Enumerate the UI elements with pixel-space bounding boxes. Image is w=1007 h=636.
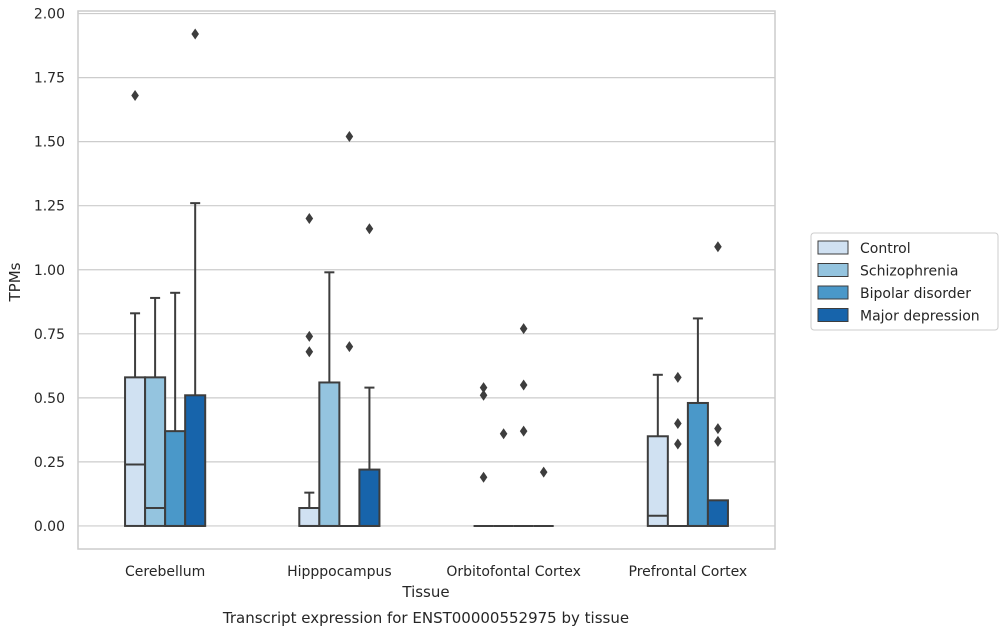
legend-label: Major depression xyxy=(860,309,980,325)
box-bipolar-disorder xyxy=(164,291,187,527)
box-schizophrenia xyxy=(144,296,167,527)
legend-swatch xyxy=(817,285,849,300)
outlier-point xyxy=(674,371,682,383)
box-bipolar-disorder xyxy=(513,323,534,527)
chart-caption: Transcript expression for ENST0000055297… xyxy=(222,609,629,627)
box-bipolar-disorder xyxy=(339,131,360,527)
box-schizophrenia xyxy=(493,428,514,527)
y-tick-label: 1.50 xyxy=(34,135,65,151)
outlier-point xyxy=(479,382,488,394)
box-body xyxy=(646,435,669,527)
outlier-point xyxy=(519,323,528,335)
plot-border xyxy=(77,10,776,550)
x-tick-label: Prefrontal Cortex xyxy=(629,564,748,580)
outlier-point xyxy=(499,428,508,440)
outlier-point xyxy=(674,438,682,450)
box-control xyxy=(124,90,147,527)
outlier-point xyxy=(714,423,722,435)
box-major-depression xyxy=(358,223,381,527)
box-body xyxy=(358,468,381,527)
y-tick-label: 1.00 xyxy=(34,263,65,279)
y-tick-label: 2.00 xyxy=(34,7,65,23)
box-control xyxy=(646,373,669,527)
outlier-point xyxy=(191,28,199,40)
box-body xyxy=(124,376,147,527)
outlier-point xyxy=(345,341,354,353)
outlier-point xyxy=(131,90,139,102)
box-control xyxy=(298,213,321,527)
legend-label: Bipolar disorder xyxy=(860,286,971,302)
outlier-point xyxy=(519,379,528,391)
legend: Control Schizophrenia Bipolar disorder Majo… xyxy=(810,232,999,331)
box-series xyxy=(124,28,729,527)
x-tick-label: Hipppocampus xyxy=(287,564,392,580)
outlier-point xyxy=(479,471,488,483)
outlier-point xyxy=(305,346,314,358)
y-tick-label: 0.00 xyxy=(34,519,65,535)
y-tick-label: 0.25 xyxy=(34,455,65,471)
outlier-point xyxy=(714,435,722,447)
outlier-point xyxy=(539,466,548,478)
box-body xyxy=(318,381,341,527)
outlier-point xyxy=(345,131,354,143)
box-schizophrenia xyxy=(667,371,688,527)
y-tick-label: 1.25 xyxy=(34,199,65,215)
legend-swatch xyxy=(817,263,849,277)
legend-swatch xyxy=(817,240,849,255)
legend-frame xyxy=(810,232,999,331)
outlier-point xyxy=(305,213,314,225)
box-major-depression xyxy=(533,466,554,527)
outlier-point xyxy=(519,425,528,437)
box-body xyxy=(184,394,207,527)
y-axis-label: TPMs xyxy=(6,262,24,302)
box-body xyxy=(144,376,167,527)
legend-label: Schizophrenia xyxy=(860,264,958,280)
box-body xyxy=(686,401,709,527)
box-control xyxy=(473,382,494,527)
x-tick-label: Cerebellum xyxy=(125,564,205,580)
y-tick-label: 0.50 xyxy=(34,391,65,407)
legend-label: Control xyxy=(860,241,911,257)
outlier-point xyxy=(479,389,488,401)
box-major-depression xyxy=(706,241,729,527)
y-tick-label: 0.75 xyxy=(34,327,65,343)
tick-labels: 0.00 0.25 0.50 0.75 1.00 1.25 1.50 1.75 2.00 Cere… xyxy=(34,7,747,580)
outlier-point xyxy=(714,241,722,253)
plot-frame xyxy=(77,10,776,550)
x-tick-label: Orbitofontal Cortex xyxy=(446,564,581,580)
box-body xyxy=(706,499,729,527)
box-bipolar-disorder xyxy=(686,317,709,527)
legend-swatch xyxy=(817,308,849,322)
outlier-point xyxy=(674,417,682,429)
box-major-depression xyxy=(184,28,207,527)
y-tick-label: 1.75 xyxy=(34,71,65,87)
box-body xyxy=(164,430,187,527)
outlier-point xyxy=(365,223,374,235)
box-body xyxy=(298,507,321,527)
x-axis-label: Tissue xyxy=(401,583,449,601)
box-schizophrenia xyxy=(318,271,341,527)
outlier-point xyxy=(305,330,314,342)
